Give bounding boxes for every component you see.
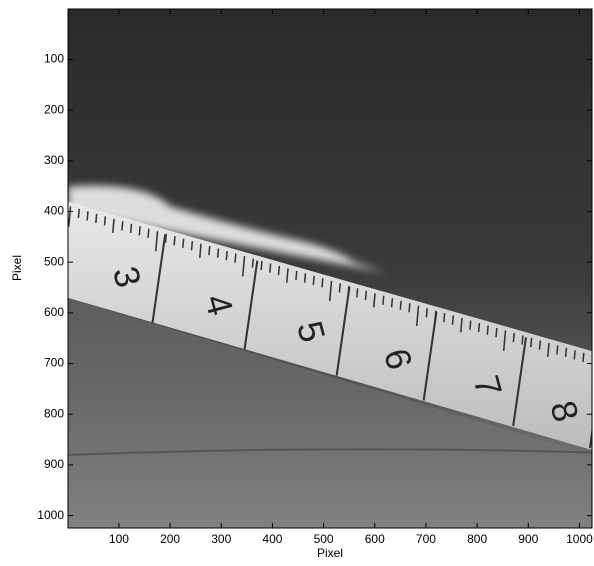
x-axis-label: Pixel bbox=[317, 546, 343, 560]
x-tick-label: 100 bbox=[109, 532, 129, 546]
x-tick-label: 300 bbox=[211, 532, 231, 546]
axes-frame bbox=[67, 8, 593, 529]
y-tick-label: 200 bbox=[44, 102, 64, 116]
x-tick-label: 1000 bbox=[566, 532, 593, 546]
x-tick-label: 600 bbox=[365, 532, 385, 546]
x-tick-label: 500 bbox=[314, 532, 334, 546]
y-tick-label: 800 bbox=[44, 406, 64, 420]
y-tick-label: 300 bbox=[44, 153, 64, 167]
y-tick-label: 700 bbox=[44, 356, 64, 370]
y-tick-label: 100 bbox=[44, 52, 64, 66]
x-tick-label: 400 bbox=[262, 532, 282, 546]
y-tick-label: 400 bbox=[44, 204, 64, 218]
y-axis-label: Pixel bbox=[10, 255, 24, 281]
y-tick-label: 900 bbox=[44, 457, 64, 471]
x-tick-label: 700 bbox=[416, 532, 436, 546]
y-tick-label: 500 bbox=[44, 254, 64, 268]
y-tick-label: 1000 bbox=[37, 508, 64, 522]
y-tick-label: 600 bbox=[44, 305, 64, 319]
x-tick-label: 900 bbox=[518, 532, 538, 546]
x-tick-label: 200 bbox=[160, 532, 180, 546]
x-tick-label: 800 bbox=[467, 532, 487, 546]
